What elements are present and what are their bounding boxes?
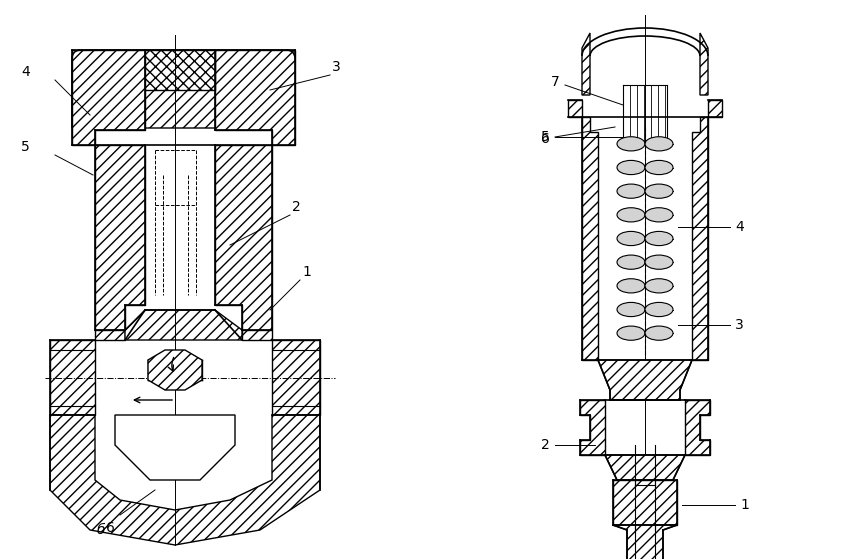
Polygon shape bbox=[215, 145, 272, 330]
Ellipse shape bbox=[617, 184, 645, 198]
Bar bbox=[45, 35, 405, 545]
Polygon shape bbox=[582, 50, 605, 120]
Ellipse shape bbox=[617, 302, 645, 316]
Polygon shape bbox=[582, 33, 590, 95]
Ellipse shape bbox=[645, 160, 673, 174]
Polygon shape bbox=[613, 480, 677, 525]
Ellipse shape bbox=[617, 279, 645, 293]
Ellipse shape bbox=[617, 231, 645, 245]
Polygon shape bbox=[95, 330, 125, 340]
Polygon shape bbox=[125, 310, 242, 340]
Polygon shape bbox=[72, 50, 145, 145]
Polygon shape bbox=[115, 415, 235, 480]
Ellipse shape bbox=[645, 326, 673, 340]
Text: 3: 3 bbox=[735, 318, 744, 332]
Ellipse shape bbox=[645, 302, 673, 316]
Polygon shape bbox=[50, 415, 320, 545]
Polygon shape bbox=[568, 100, 582, 117]
Text: 7: 7 bbox=[551, 75, 560, 89]
Text: 4: 4 bbox=[735, 220, 744, 234]
Polygon shape bbox=[598, 360, 692, 400]
Polygon shape bbox=[580, 400, 605, 455]
Text: 2: 2 bbox=[292, 200, 300, 214]
Text: б: б bbox=[97, 523, 105, 537]
Polygon shape bbox=[242, 330, 272, 340]
Ellipse shape bbox=[617, 208, 645, 222]
Polygon shape bbox=[215, 50, 295, 145]
Text: 6: 6 bbox=[541, 132, 550, 146]
Polygon shape bbox=[148, 350, 202, 390]
Text: 5: 5 bbox=[541, 130, 550, 144]
Polygon shape bbox=[145, 50, 215, 90]
Text: 1: 1 bbox=[740, 498, 749, 512]
Ellipse shape bbox=[617, 137, 645, 151]
Ellipse shape bbox=[645, 231, 673, 245]
Polygon shape bbox=[692, 117, 708, 360]
Polygon shape bbox=[685, 400, 710, 455]
Polygon shape bbox=[95, 145, 145, 330]
Text: 2: 2 bbox=[541, 438, 550, 452]
Text: 3: 3 bbox=[332, 60, 341, 74]
Ellipse shape bbox=[645, 208, 673, 222]
Polygon shape bbox=[708, 100, 722, 117]
Polygon shape bbox=[72, 50, 295, 128]
Text: 4: 4 bbox=[22, 65, 30, 79]
Ellipse shape bbox=[645, 184, 673, 198]
Ellipse shape bbox=[645, 279, 673, 293]
Ellipse shape bbox=[617, 326, 645, 340]
Polygon shape bbox=[582, 117, 598, 360]
Ellipse shape bbox=[645, 255, 673, 269]
Polygon shape bbox=[700, 33, 708, 95]
Polygon shape bbox=[613, 525, 677, 559]
Polygon shape bbox=[50, 340, 95, 415]
Polygon shape bbox=[685, 50, 708, 120]
Text: 6: 6 bbox=[106, 521, 115, 535]
Polygon shape bbox=[272, 340, 320, 415]
Ellipse shape bbox=[617, 160, 645, 174]
Text: 1: 1 bbox=[302, 265, 311, 279]
Bar bbox=[490, 15, 830, 555]
Polygon shape bbox=[590, 17, 700, 135]
Ellipse shape bbox=[645, 137, 673, 151]
Bar bbox=[490, 10, 840, 559]
Polygon shape bbox=[605, 455, 685, 480]
Text: 5: 5 bbox=[22, 140, 30, 154]
Ellipse shape bbox=[617, 255, 645, 269]
